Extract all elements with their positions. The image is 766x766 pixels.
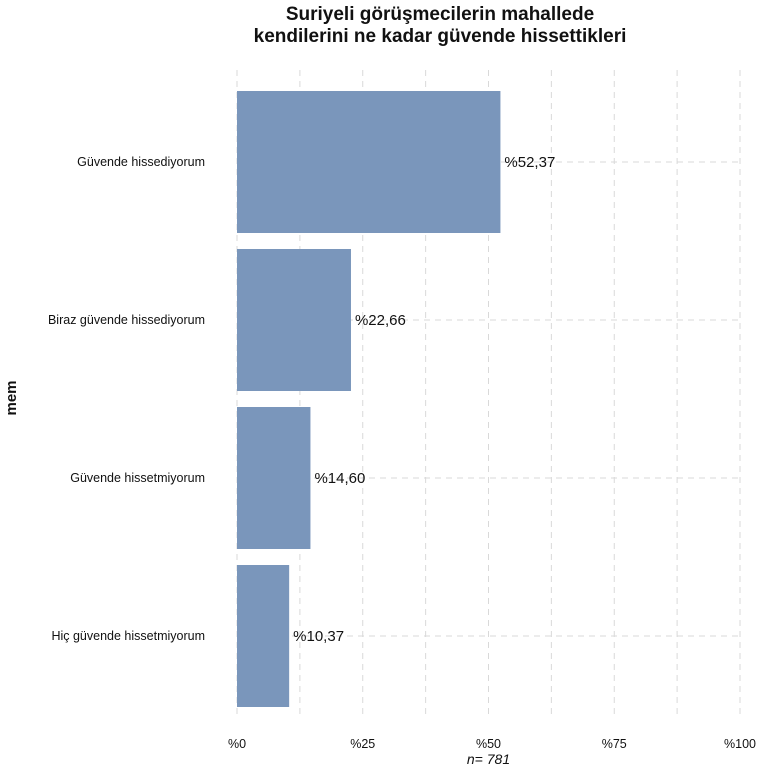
- y-tick-label: Biraz güvende hissediyorum: [48, 313, 205, 327]
- x-tick-label: %25: [350, 737, 375, 751]
- bar: [237, 407, 311, 549]
- chart-title: Suriyeli görüşmecilerin mahallede kendil…: [130, 4, 750, 48]
- x-tick-label: %100: [724, 737, 756, 751]
- y-tick-label: Güvende hissetmiyorum: [70, 471, 205, 485]
- bar: [237, 565, 290, 707]
- bar: [237, 91, 501, 233]
- y-tick-label: Hiç güvende hissetmiyorum: [51, 629, 205, 643]
- y-tick-label: Güvende hissediyorum: [77, 155, 205, 169]
- data-label: %10,37: [293, 628, 344, 645]
- data-label: %14,60: [314, 470, 365, 487]
- chart-title-line-2: kendilerini ne kadar güvende hissettikle…: [253, 26, 627, 47]
- data-label: %22,66: [355, 312, 406, 329]
- y-axis-label: mem: [3, 380, 20, 415]
- x-tick-label: %0: [228, 737, 246, 751]
- x-tick-label: %50: [476, 737, 501, 751]
- chart-title-line-1: Suriyeli görüşmecilerin mahallede: [285, 4, 595, 25]
- x-axis-label: n= 781: [467, 751, 510, 766]
- x-tick-label: %75: [602, 737, 627, 751]
- bar: [237, 249, 351, 391]
- data-label: %52,37: [504, 154, 555, 171]
